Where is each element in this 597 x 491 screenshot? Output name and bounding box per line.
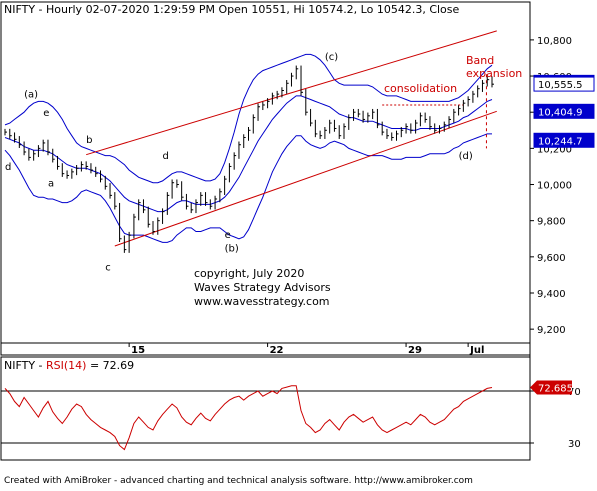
wave-label: e [43,108,49,119]
price-series [4,65,494,253]
price-tag-box [533,103,595,119]
rsi-series [4,385,493,451]
chart-header-title: NIFTY - Hourly 02-07-2020 1:29:59 PM Ope… [4,3,460,16]
rsi-title: NIFTY - RSI(14) = 72.69 [4,359,134,372]
price-y-tick-label: 9,200 [537,325,566,336]
wave-label: d [163,151,169,162]
price-tag-label: 10,404.9 [538,107,583,118]
rsi-title-suffix: = 72.69 [86,359,134,372]
rsi-y-tick-label: 70 [568,387,581,398]
bollinger-lower-line [4,133,492,243]
price-y-tick-label: 9,800 [537,217,566,228]
price-y-tick-label: 10,200 [537,144,572,155]
copyright-line2: Waves Strategy Advisors [194,281,331,294]
date-tick-label: Jul [469,345,484,356]
price-tag-label: 10,555.5 [538,80,583,91]
price-y-tick-label: 10,000 [537,181,572,192]
date-x-ticks: 15 22 29 Jul [128,343,484,356]
copyright-line1: copyright, July 2020 [194,267,304,280]
price-tag-box [533,76,595,92]
price-y-tick-label: 10,800 [537,36,572,47]
channel-upper-line [86,30,497,156]
consolidation-label: consolidation [384,82,457,95]
price-y-tick-label: 9,400 [537,289,566,300]
trend-channel [86,30,497,247]
rsi-last-tag: 72.685 [530,380,573,395]
rsi-y-tick-label: 30 [568,439,581,450]
footer-text: Created with AmiBroker - advanced charti… [4,476,473,486]
wave-label: a [48,178,54,189]
price-y-tick-label: 9,600 [537,253,566,264]
rsi-last-tag-box [530,380,572,395]
bollinger-upper-line [4,53,493,184]
wave-label: (a) [24,90,38,101]
rsi-panel-frame [0,356,531,461]
wave-label: (d) [459,151,473,162]
rsi-title-prefix: NIFTY - [4,359,46,372]
price-tag-box [533,132,595,148]
price-tag-label: 10,244.7 [538,136,583,147]
copyright-line3: www.wavesstrategy.com [194,295,330,308]
wave-label: d [5,162,11,173]
rsi-line [4,385,493,451]
wave-label: c [105,262,111,273]
channel-lower-line [114,110,497,247]
wave-label: b [86,135,92,146]
rsi-title-name: RSI(14) [46,359,86,372]
date-tick-label: 15 [131,345,145,356]
rsi-last-tag-label: 72.685 [538,384,573,395]
wave-label: (b) [225,243,239,254]
wave-annotations: (a) e b d a c d e (b) (c) (d) [5,52,473,274]
rsi-y-ticks: 30 70 [1,387,581,450]
wave-label: (c) [325,52,338,63]
band-label-line2: expansion [466,67,522,80]
band-label-line1: Band [466,54,494,67]
price-tags: 10,565.110,555.510,404.910,244.7 [533,74,595,148]
wave-label: e [225,230,231,241]
date-tick-label: 22 [270,345,284,356]
date-tick-label: 29 [408,345,422,356]
